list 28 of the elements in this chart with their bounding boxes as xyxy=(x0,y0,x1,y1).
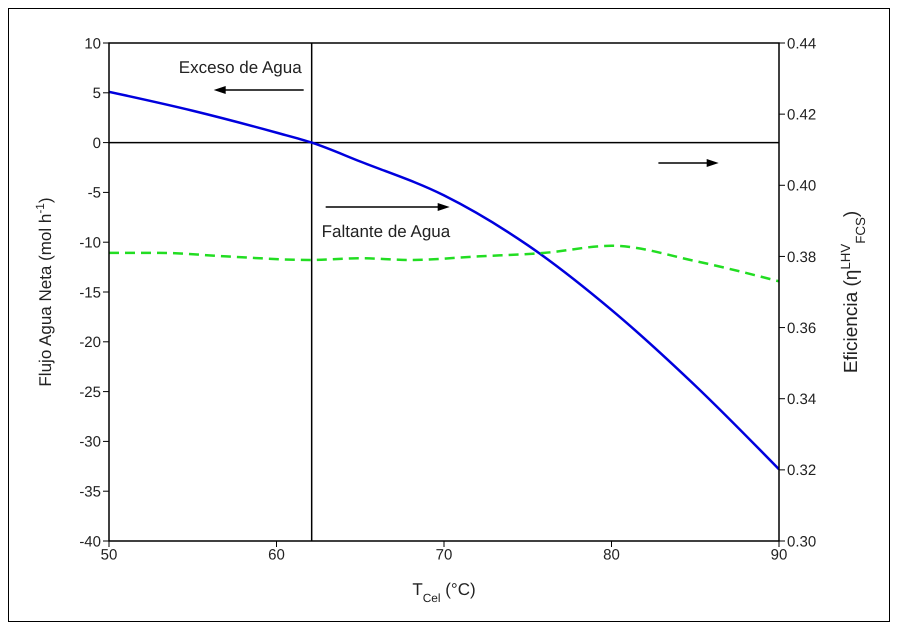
y2-tick-label: 0.32 xyxy=(787,462,816,480)
x-axis-title: T$_{Cel}$ (°C) xyxy=(412,580,476,605)
y-tick-label: -15 xyxy=(79,284,101,302)
y-tick-label: -30 xyxy=(79,434,101,451)
y-tick-label: -20 xyxy=(79,334,101,352)
y-tick-label: 10 xyxy=(84,35,101,52)
y-tick-label: 0 xyxy=(92,134,101,152)
y2-tick-label: 0.42 xyxy=(787,106,816,124)
x-tick-label: 70 xyxy=(436,546,452,564)
y2-tick-label: 0.40 xyxy=(787,178,816,195)
y-tick-label: -25 xyxy=(79,384,101,401)
y2-tick-label: 0.38 xyxy=(787,248,816,266)
y2-tick-label: 0.30 xyxy=(787,533,816,550)
y-tick-label: -10 xyxy=(79,234,101,252)
y-tick-label: 5 xyxy=(92,85,101,102)
y-tick-label: -40 xyxy=(79,533,101,550)
y-tick-label: -5 xyxy=(88,184,101,202)
x-tick-label: 90 xyxy=(770,546,788,564)
y-tick-label: -35 xyxy=(79,484,101,501)
annotation: Faltante de Agua xyxy=(322,222,451,241)
annotation: Exceso de Agua xyxy=(178,58,302,77)
y2-tick-label: 0.36 xyxy=(787,320,816,337)
x-tick-label: 50 xyxy=(100,546,118,564)
x-tick-label: 60 xyxy=(268,546,285,564)
y2-tick-label: 0.34 xyxy=(787,391,816,408)
x-tick-label: 80 xyxy=(603,546,620,564)
y2-tick-label: 0.44 xyxy=(787,35,816,52)
line-series xyxy=(109,244,779,283)
